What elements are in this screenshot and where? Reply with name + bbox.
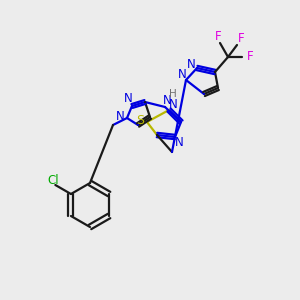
Text: N: N [124,92,132,106]
Text: H: H [169,89,177,99]
Text: F: F [238,32,244,46]
Text: N: N [175,136,183,148]
Text: F: F [247,50,253,64]
Text: S: S [136,115,144,128]
Text: N: N [178,68,186,82]
Text: N: N [163,94,171,106]
Text: N: N [116,110,124,122]
Text: N: N [169,98,177,110]
Text: Cl: Cl [47,175,59,188]
Text: N: N [187,58,195,71]
Text: F: F [215,31,221,44]
